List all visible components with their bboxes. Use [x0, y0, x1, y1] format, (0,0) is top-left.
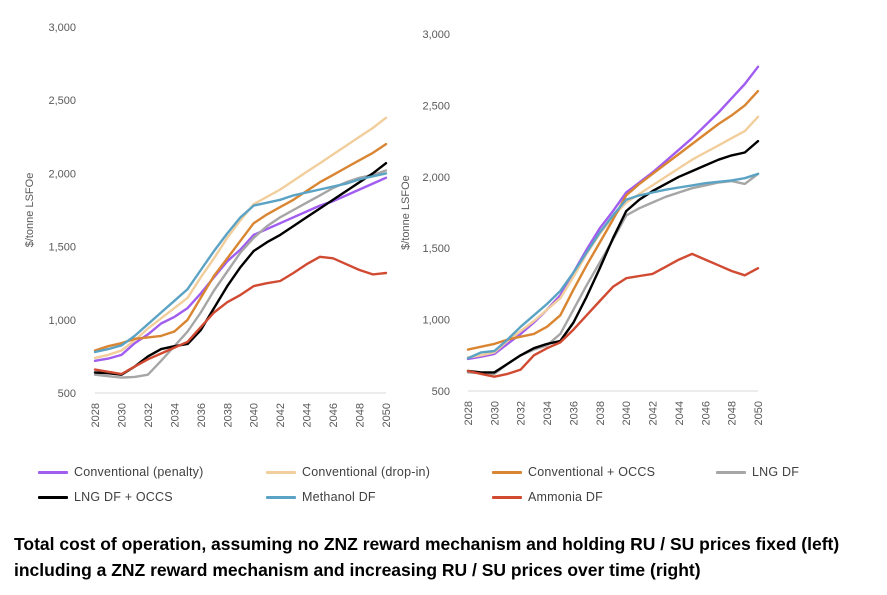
y-tick-label: 3,000 — [48, 22, 76, 34]
x-tick-label: 2040 — [621, 401, 633, 425]
series-line-lng-df-occs — [466, 139, 760, 374]
series-line-ammonia-df — [466, 252, 760, 378]
legend-label: Conventional + OCCS — [528, 465, 656, 479]
legend-item-conventional-occs: Conventional + OCCS — [492, 465, 655, 479]
x-tick-label: 2038 — [222, 403, 234, 427]
legend-swatch-lng-df — [716, 470, 746, 474]
y-tick-label: 500 — [58, 388, 76, 400]
x-tick-label: 2030 — [116, 403, 128, 427]
legend-item-conventional-penalty: Conventional (penalty) — [38, 465, 203, 479]
y-axis-label: $/tonne LSFOe — [24, 173, 36, 248]
legend-item-conventional-drop-in: Conventional (drop-in) — [266, 465, 430, 479]
legend-swatch-ammonia-df — [492, 495, 522, 499]
x-tick-label: 2046 — [700, 401, 712, 425]
y-tick-label: 1,000 — [48, 315, 76, 327]
x-tick-label: 2040 — [249, 403, 261, 427]
legend-label: LNG DF + OCCS — [74, 490, 173, 504]
legend-label: Conventional (drop-in) — [302, 465, 431, 479]
charts-area: 3,000 2,500 2,000 1,500 1,000 500 $/tonne LSFO… — [24, 22, 765, 427]
legend-swatch-lng-df-occs — [38, 495, 68, 499]
legend-item-lng-df-occs: LNG DF + OCCS — [38, 490, 173, 504]
legend-swatch-conventional-penalty — [38, 470, 68, 474]
series-line-conventional-penalty — [466, 65, 760, 361]
series-line-lng-df-occs — [93, 161, 388, 376]
y-tick-label: 2,000 — [422, 172, 450, 184]
series-line-methanol-df — [93, 172, 388, 354]
legend-label: Methanol DF — [302, 490, 376, 504]
legend-swatch-methanol-df — [266, 495, 296, 499]
legend-item-ammonia-df: Ammonia DF — [492, 490, 603, 504]
x-tick-label: 2048 — [355, 403, 367, 427]
left-chart: 3,000 2,500 2,000 1,500 1,000 500 $/tonne LSFO… — [24, 22, 393, 427]
series-line-conventional-occs — [93, 142, 388, 352]
series-line-conventional-drop-in — [93, 116, 388, 360]
series-line-conventional-occs — [466, 89, 760, 351]
figure-caption: Total cost of operation, assuming no ZNZ… — [14, 531, 884, 583]
x-tick-label: 2042 — [648, 401, 660, 425]
x-tick-label: 2046 — [328, 403, 340, 427]
caption-line-2: including a ZNZ reward mechanism and inc… — [14, 560, 701, 580]
x-tick-label: 2048 — [727, 401, 739, 425]
legend-label: LNG DF — [752, 465, 800, 479]
series-line-lng-df — [466, 172, 760, 376]
x-tick-label: 2050 — [753, 401, 765, 425]
y-tick-label: 2,500 — [422, 100, 450, 112]
x-tick-label: 2030 — [489, 401, 501, 425]
legend: Conventional (penalty) Conventional (dro… — [38, 461, 878, 511]
legend-item-lng-df: LNG DF — [716, 465, 799, 479]
x-tick-label: 2050 — [381, 403, 393, 427]
legend-swatch-conventional-occs — [492, 470, 522, 474]
y-tick-label: 3,000 — [422, 29, 450, 41]
y-tick-label: 500 — [432, 386, 450, 398]
x-tick-label: 2032 — [516, 401, 528, 425]
y-tick-label: 2,000 — [48, 168, 76, 180]
x-tick-label: 2042 — [275, 403, 287, 427]
x-tick-label: 2038 — [595, 401, 607, 425]
legend-swatch-conventional-drop-in — [266, 470, 296, 474]
y-tick-label: 1,000 — [422, 315, 450, 327]
x-tick-label: 2044 — [674, 401, 686, 425]
right-chart: 3,000 2,500 2,000 1,500 1,000 500 $/tonne LSFO… — [400, 29, 765, 425]
y-tick-label: 1,500 — [422, 243, 450, 255]
y-tick-label: 1,500 — [48, 242, 76, 254]
y-tick-label: 2,500 — [48, 95, 76, 107]
x-tick-label: 2034 — [542, 401, 554, 425]
x-tick-label: 2034 — [169, 403, 181, 427]
series-line-lng-df — [93, 169, 388, 379]
x-tick-label: 2032 — [143, 403, 155, 427]
series-line-methanol-df — [466, 172, 760, 360]
caption-line-1: Total cost of operation, assuming no ZNZ… — [14, 534, 840, 554]
x-tick-label: 2036 — [568, 401, 580, 425]
y-axis-label: $/tonne LSFOe — [400, 175, 412, 250]
legend-label: Ammonia DF — [528, 490, 603, 504]
x-tick-label: 2044 — [302, 403, 314, 427]
x-tick-label: 2028 — [463, 401, 475, 425]
x-tick-label: 2028 — [90, 403, 102, 427]
legend-label: Conventional (penalty) — [74, 465, 204, 479]
x-tick-label: 2036 — [196, 403, 208, 427]
legend-item-methanol-df: Methanol DF — [266, 490, 376, 504]
series-line-ammonia-df — [93, 255, 388, 376]
